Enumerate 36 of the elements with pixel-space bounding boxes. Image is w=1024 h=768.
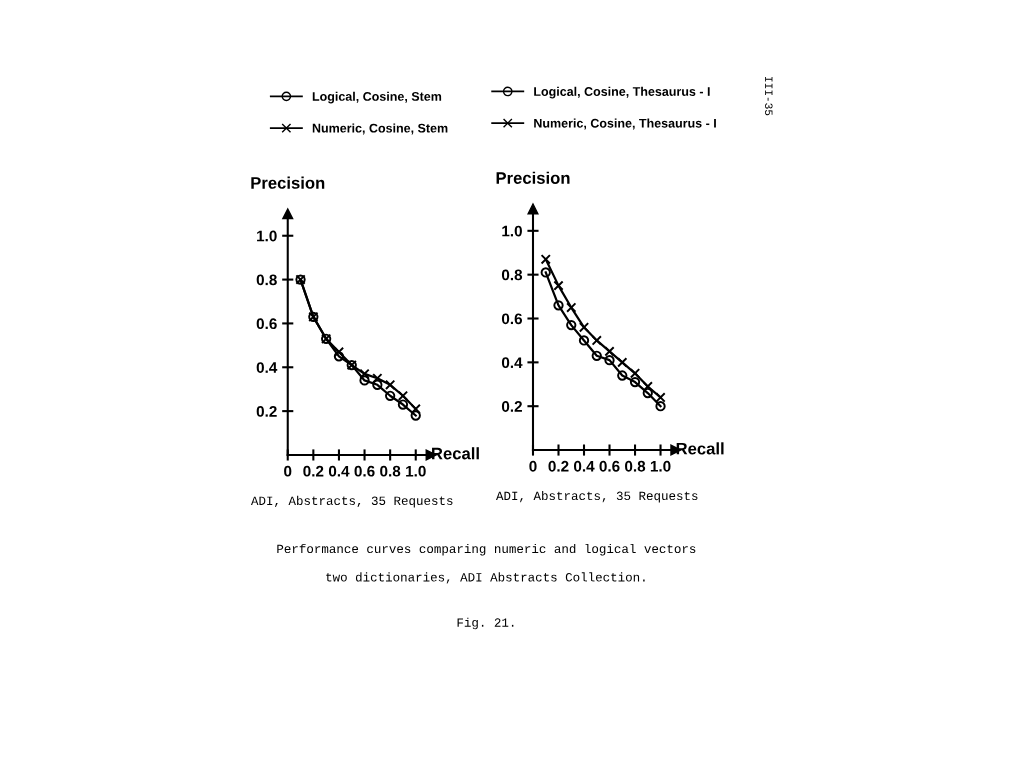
x-axis-title: Recall [676,442,724,455]
legend-label: Numeric, Cosine, Thesaurus - I [534,118,716,130]
x-tick-label: 0 [284,465,292,477]
y-tick-label: 0.8 [256,274,277,286]
text: two dictionaries, ADI Abstracts Collection. [326,572,645,584]
x-tick-label: 0.4 [328,465,350,477]
x-tick-label: 0.4 [573,460,595,472]
x-tick-label: 0.2 [303,465,324,477]
x-axis-title: Recall [432,447,479,460]
y-axis-title: Precision [251,176,325,189]
text: ADI, Abstracts, 35 Requests [496,490,698,503]
caption: Fig. 21. [457,617,514,630]
y-tick-label: 1.0 [502,225,522,237]
y-tick-label: 0.2 [256,405,277,417]
y-tick-label: 0.4 [501,357,523,369]
text: Performance curves comparing numeric and logical vectors [277,543,696,556]
legend-label: Logical, Cosine, Thesaurus - I [534,86,710,99]
text: III-35 [765,77,773,116]
y-tick-label: 0.8 [501,269,523,281]
text: ADI, Abstracts, 35 Requests [250,495,453,508]
x-tick-label: 0 [529,460,537,472]
y-tick-label: 0.6 [256,318,277,330]
x-tick-label: 0.2 [548,460,569,472]
x-tick-label: 0.8 [380,465,401,477]
legend-label: Logical, Cosine, Stem [312,91,442,104]
y-tick-label: 0.2 [501,401,522,412]
legend-label: Numeric, Cosine, Stem [312,123,448,135]
y-tick-label: 1.0 [257,230,277,242]
y-axis-title: Precision [496,171,570,184]
x-tick-label: 0.8 [625,460,646,472]
x-tick-label: 0.6 [354,465,375,477]
x-tick-label: 1.0 [406,465,426,477]
x-tick-label: 0.6 [599,460,620,472]
x-tick-label: 1.0 [650,460,671,472]
y-tick-label: 0.4 [256,362,278,373]
y-tick-label: 0.6 [501,313,523,325]
